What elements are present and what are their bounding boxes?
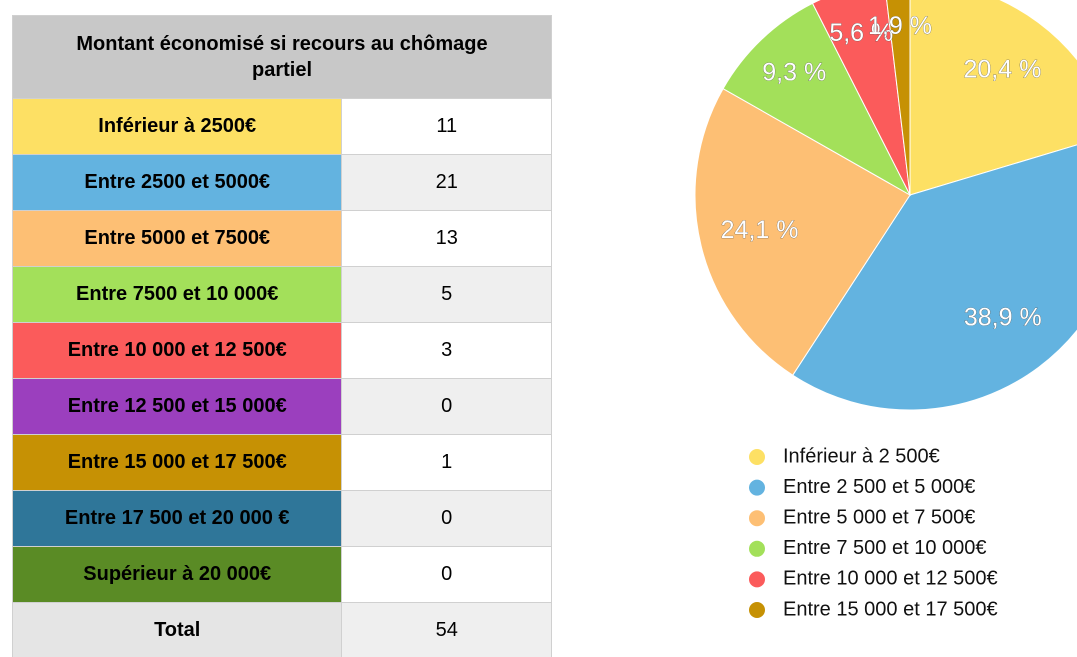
row-value: 11	[341, 98, 552, 155]
pie-slice	[886, 0, 911, 196]
table-body: Montant économisé si recours au chômage …	[11, 15, 552, 657]
legend-swatch	[749, 602, 765, 618]
slice-label: 20,4 %	[963, 55, 1041, 83]
slice-label: 24,1 %	[721, 216, 799, 244]
row-value: 0	[341, 490, 552, 547]
legend-swatch	[749, 449, 765, 465]
table-row: Entre 12 500 et 15 000€ 0	[11, 378, 552, 435]
table-row: Supérieur à 20 000€ 0	[11, 546, 552, 603]
slice-label: 1,9 %	[868, 12, 932, 40]
row-value: 21	[341, 154, 552, 211]
row-label: Entre 2500 et 5000€	[11, 154, 343, 211]
table-row: Entre 2500 et 5000€ 21	[11, 154, 552, 211]
row-value: 13	[341, 210, 552, 267]
pie-slice	[694, 87, 911, 376]
slice-label: 38,9 %	[964, 304, 1042, 332]
legend-label: Entre 2 500 et 5 000€	[783, 476, 975, 498]
header-row: Montant économisé si recours au chômage …	[12, 15, 552, 99]
table-row: Entre 10 000 et 12 500€ 3	[11, 322, 552, 379]
row-value: 5	[341, 266, 552, 323]
row-label: Inférieur à 2500€	[11, 98, 343, 155]
row-label: Supérieur à 20 000€	[11, 546, 343, 603]
legend-swatch	[749, 571, 765, 588]
row-label: Entre 10 000 et 12 500€	[11, 322, 343, 379]
table-row: Entre 15 000 et 17 500€ 1	[11, 434, 552, 491]
pie-slice	[909, 0, 1077, 196]
row-label: Entre 17 500 et 20 000 €	[11, 490, 343, 547]
summary-table: Montant économisé si recours au chômage …	[11, 15, 552, 657]
legend-swatch	[749, 510, 765, 527]
table-row: Inférieur à 2500€ 11	[11, 98, 552, 155]
pie-slice	[811, 0, 911, 196]
table-row: Entre 7500 et 10 000€ 5	[11, 266, 552, 323]
total-label: Total	[11, 602, 343, 657]
row-label: Entre 12 500 et 15 000€	[11, 378, 343, 435]
slice-label: 5,6 %	[829, 19, 893, 47]
row-label: Entre 15 000 et 17 500€	[11, 434, 343, 491]
legend-swatch	[749, 479, 765, 496]
row-value: 1	[341, 434, 552, 491]
row-value: 0	[341, 378, 552, 435]
legend-swatch	[749, 540, 765, 557]
legend-label: Entre 5 000 et 7 500€	[783, 506, 975, 528]
legend-label: Inférieur à 2 500€	[783, 445, 940, 467]
legend-label: Entre 15 000 et 17 500€	[783, 598, 998, 620]
table-row: Entre 17 500 et 20 000 €0	[11, 490, 552, 547]
total-row: Total 54	[11, 602, 552, 657]
table-title: Montant économisé si recours au chômage …	[12, 15, 552, 99]
row-value: 3	[341, 322, 552, 379]
pie-slice	[792, 144, 1077, 411]
row-value: 0	[341, 546, 552, 603]
legend-label: Entre 10 000 et 12 500€	[783, 568, 998, 590]
pie-slice	[722, 2, 912, 197]
legend-label: Entre 7 500 et 10 000€	[783, 537, 987, 559]
total-value: 54	[341, 602, 552, 657]
row-label: Entre 7500 et 10 000€	[11, 266, 343, 323]
slice-label: 9,3 %	[762, 58, 826, 86]
